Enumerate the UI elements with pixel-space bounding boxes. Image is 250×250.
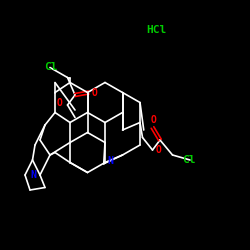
Text: O: O: [151, 115, 157, 125]
Text: O: O: [92, 88, 98, 98]
Text: Cl: Cl: [182, 155, 196, 165]
Text: HCl: HCl: [146, 25, 167, 35]
Text: O: O: [57, 98, 63, 108]
Text: Cl: Cl: [44, 62, 58, 72]
Text: N: N: [107, 156, 113, 166]
Text: O: O: [156, 145, 162, 155]
Text: N: N: [31, 170, 37, 180]
